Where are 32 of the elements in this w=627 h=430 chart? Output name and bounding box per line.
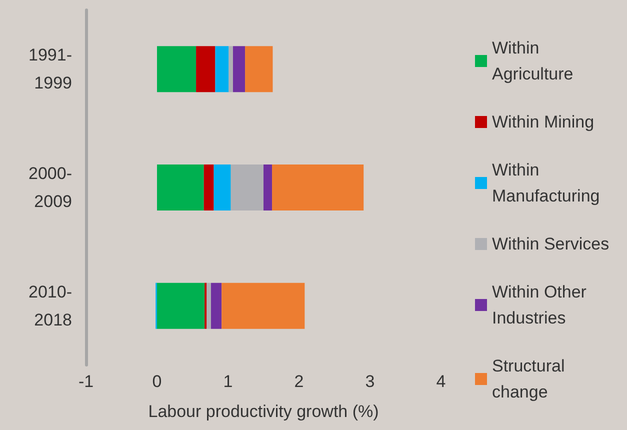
legend-label: Within Agriculture [492,38,574,84]
legend-label: Within Mining [492,112,594,132]
bar [228,46,233,92]
bar [214,164,231,210]
legend-label: Within Manufacturing [492,160,600,206]
bar [245,46,273,92]
bar [204,164,214,210]
bar [272,164,364,210]
bar [230,164,264,210]
x-tick-label: 0 [152,372,162,391]
x-tick-label: 3 [365,372,375,391]
y-tick-label: 1991-1999 [28,46,72,93]
x-tick-label: -1 [78,372,94,391]
legend-label: Within Services [492,234,610,254]
x-tick-label: 1 [223,372,233,391]
y-tick-label: 2010-2018 [28,282,72,330]
legend-label: Structural change [492,356,570,402]
bar [222,282,305,329]
bar [264,164,272,210]
bar [232,46,246,92]
bar [215,46,229,92]
bar [210,282,222,329]
bar [157,46,196,92]
x-tick-label: 2 [294,372,304,391]
y-tick-label: 2000-2009 [28,164,72,211]
legend-label: Within Other Industries [492,282,592,328]
x-tick-label: 4 [436,372,446,391]
bar [157,282,205,329]
bar [196,46,216,92]
bar [206,282,211,329]
x-axis-title: Labour productivity growth (%) [148,402,379,421]
bar [157,164,204,210]
